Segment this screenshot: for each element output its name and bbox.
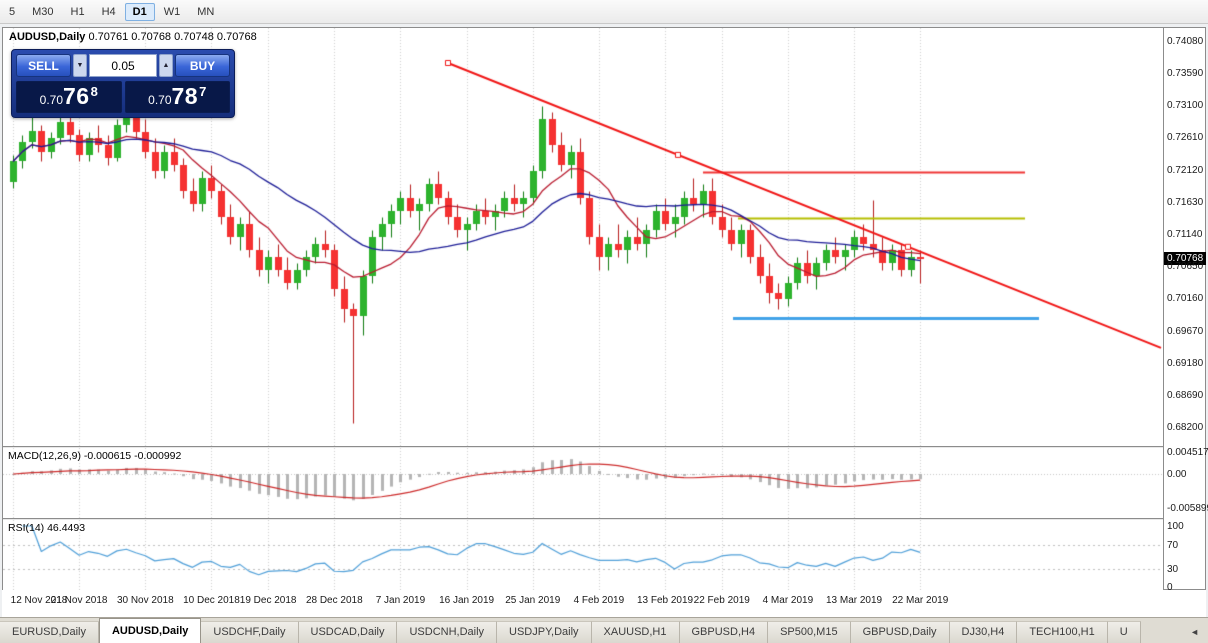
price-axis-label: 0.71140 bbox=[1167, 229, 1202, 240]
chart-title: AUDUSD,Daily 0.70761 0.70768 0.70748 0.7… bbox=[9, 31, 257, 43]
timeframe-button-d1[interactable]: D1 bbox=[125, 3, 155, 21]
chart-tab-u[interactable]: U bbox=[1108, 621, 1141, 643]
chart-tab-gbpusd-daily[interactable]: GBPUSD,Daily bbox=[851, 621, 950, 643]
price-axis-label: 0.71630 bbox=[1167, 197, 1203, 208]
chart-tab-usdjpy-daily[interactable]: USDJPY,Daily bbox=[497, 621, 592, 643]
macd-indicator-label: MACD(12,26,9) -0.000615 -0.000992 bbox=[8, 450, 181, 462]
sell-price-pip: 8 bbox=[91, 84, 98, 99]
chart-tab-sp500-m15[interactable]: SP500,M15 bbox=[768, 621, 850, 643]
date-axis-label: 4 Feb 2019 bbox=[563, 595, 635, 606]
buy-button[interactable]: BUY bbox=[175, 54, 230, 77]
price-axis-label: 0.69670 bbox=[1167, 326, 1203, 337]
chart-tab-dj30-h4[interactable]: DJ30,H4 bbox=[950, 621, 1018, 643]
timeframe-button-h1[interactable]: H1 bbox=[63, 3, 93, 21]
rsi-indicator-canvas[interactable] bbox=[3, 520, 1163, 590]
chart-tab-usdcnh-daily[interactable]: USDCNH,Daily bbox=[397, 621, 497, 643]
chart-tab-tech100-h1[interactable]: TECH100,H1 bbox=[1017, 621, 1107, 643]
buy-price-display[interactable]: 0.70787 bbox=[125, 81, 231, 113]
rsi-indicator-label: RSI(14) 46.4493 bbox=[8, 522, 85, 534]
buy-price-main: 78 bbox=[172, 83, 199, 109]
timeframe-button-m30[interactable]: M30 bbox=[24, 3, 61, 21]
buy-price-prefix: 0.70 bbox=[148, 93, 171, 107]
timeframe-button-h4[interactable]: H4 bbox=[94, 3, 124, 21]
chart-tab-audusd-daily[interactable]: AUDUSD,Daily bbox=[99, 618, 201, 643]
volume-decrease-button[interactable]: ▼ bbox=[73, 54, 87, 77]
timeframe-toolbar: 5M30H1H4D1W1MN bbox=[0, 0, 1208, 24]
date-axis-label: 30 Nov 2018 bbox=[109, 595, 181, 606]
price-axis-label: 0.73590 bbox=[1167, 68, 1203, 79]
rsi-axis-label: 70 bbox=[1167, 540, 1178, 551]
volume-increase-button[interactable]: ▲ bbox=[159, 54, 173, 77]
price-axis-label: 0.69180 bbox=[1167, 358, 1203, 369]
tab-scroll-left-icon[interactable]: ◄ bbox=[1190, 627, 1208, 643]
date-axis-label: 13 Mar 2019 bbox=[818, 595, 890, 606]
date-axis-label: 21 Nov 2018 bbox=[43, 595, 115, 606]
volume-input[interactable] bbox=[89, 54, 157, 77]
rsi-axis-label: 100 bbox=[1167, 521, 1184, 532]
macd-axis-label: 0.00 bbox=[1167, 469, 1186, 480]
sell-price-display[interactable]: 0.70768 bbox=[16, 81, 122, 113]
chevron-down-icon: ▼ bbox=[77, 62, 84, 69]
chart-tab-usdchf-daily[interactable]: USDCHF,Daily bbox=[201, 621, 298, 643]
timeframe-button-mn[interactable]: MN bbox=[189, 3, 222, 21]
chart-ohlc-values: 0.70761 0.70768 0.70748 0.70768 bbox=[88, 31, 256, 43]
chart-tab-bar: EURUSD,DailyAUDUSD,DailyUSDCHF,DailyUSDC… bbox=[0, 617, 1208, 643]
macd-axis-label: -0.005899 bbox=[1167, 503, 1208, 514]
date-axis-label: 22 Feb 2019 bbox=[686, 595, 758, 606]
price-axis-label: 0.68690 bbox=[1167, 390, 1203, 401]
chart-tab-usdcad-daily[interactable]: USDCAD,Daily bbox=[299, 621, 398, 643]
rsi-axis-label: 30 bbox=[1167, 564, 1178, 575]
price-axis-label: 0.68200 bbox=[1167, 422, 1203, 433]
chart-window: AUDUSD,Daily 0.70761 0.70768 0.70748 0.7… bbox=[2, 27, 1206, 590]
one-click-trading-panel: SELL ▼ ▲ BUY 0.70768 0.70787 bbox=[11, 49, 235, 118]
price-axis-label: 0.72610 bbox=[1167, 132, 1203, 143]
price-axis-label: 0.70160 bbox=[1167, 293, 1203, 304]
date-axis-label: 28 Dec 2018 bbox=[298, 595, 370, 606]
chevron-up-icon: ▲ bbox=[163, 62, 170, 69]
sell-button[interactable]: SELL bbox=[16, 54, 71, 77]
date-axis-label: 25 Jan 2019 bbox=[497, 595, 569, 606]
date-axis-label: 22 Mar 2019 bbox=[884, 595, 956, 606]
date-axis-label: 16 Jan 2019 bbox=[431, 595, 503, 606]
chart-tab-xauusd-h1[interactable]: XAUUSD,H1 bbox=[592, 621, 680, 643]
chart-symbol-label: AUDUSD,Daily bbox=[9, 31, 85, 43]
chart-tab-gbpusd-h4[interactable]: GBPUSD,H4 bbox=[680, 621, 769, 643]
macd-axis-label: 0.004517 bbox=[1167, 447, 1208, 458]
price-axis[interactable]: 0.70768 0.740800.735900.731000.726100.72… bbox=[1163, 28, 1205, 589]
timeframe-button-w1[interactable]: W1 bbox=[156, 3, 189, 21]
chart-tab-eurusd-daily[interactable]: EURUSD,Daily bbox=[0, 621, 99, 643]
price-axis-label: 0.74080 bbox=[1167, 36, 1203, 47]
date-axis-label: 4 Mar 2019 bbox=[752, 595, 824, 606]
sell-price-prefix: 0.70 bbox=[40, 93, 63, 107]
sell-price-main: 76 bbox=[63, 83, 90, 109]
timeframe-button-5[interactable]: 5 bbox=[1, 3, 23, 21]
date-axis-label: 19 Dec 2018 bbox=[232, 595, 304, 606]
date-axis-label: 7 Jan 2019 bbox=[364, 595, 436, 606]
price-axis-label: 0.70650 bbox=[1167, 261, 1203, 272]
buy-price-pip: 7 bbox=[199, 84, 206, 99]
time-axis[interactable]: 12 Nov 201821 Nov 201830 Nov 201810 Dec … bbox=[2, 590, 1206, 617]
price-axis-label: 0.73100 bbox=[1167, 100, 1203, 111]
price-axis-label: 0.72120 bbox=[1167, 165, 1203, 176]
